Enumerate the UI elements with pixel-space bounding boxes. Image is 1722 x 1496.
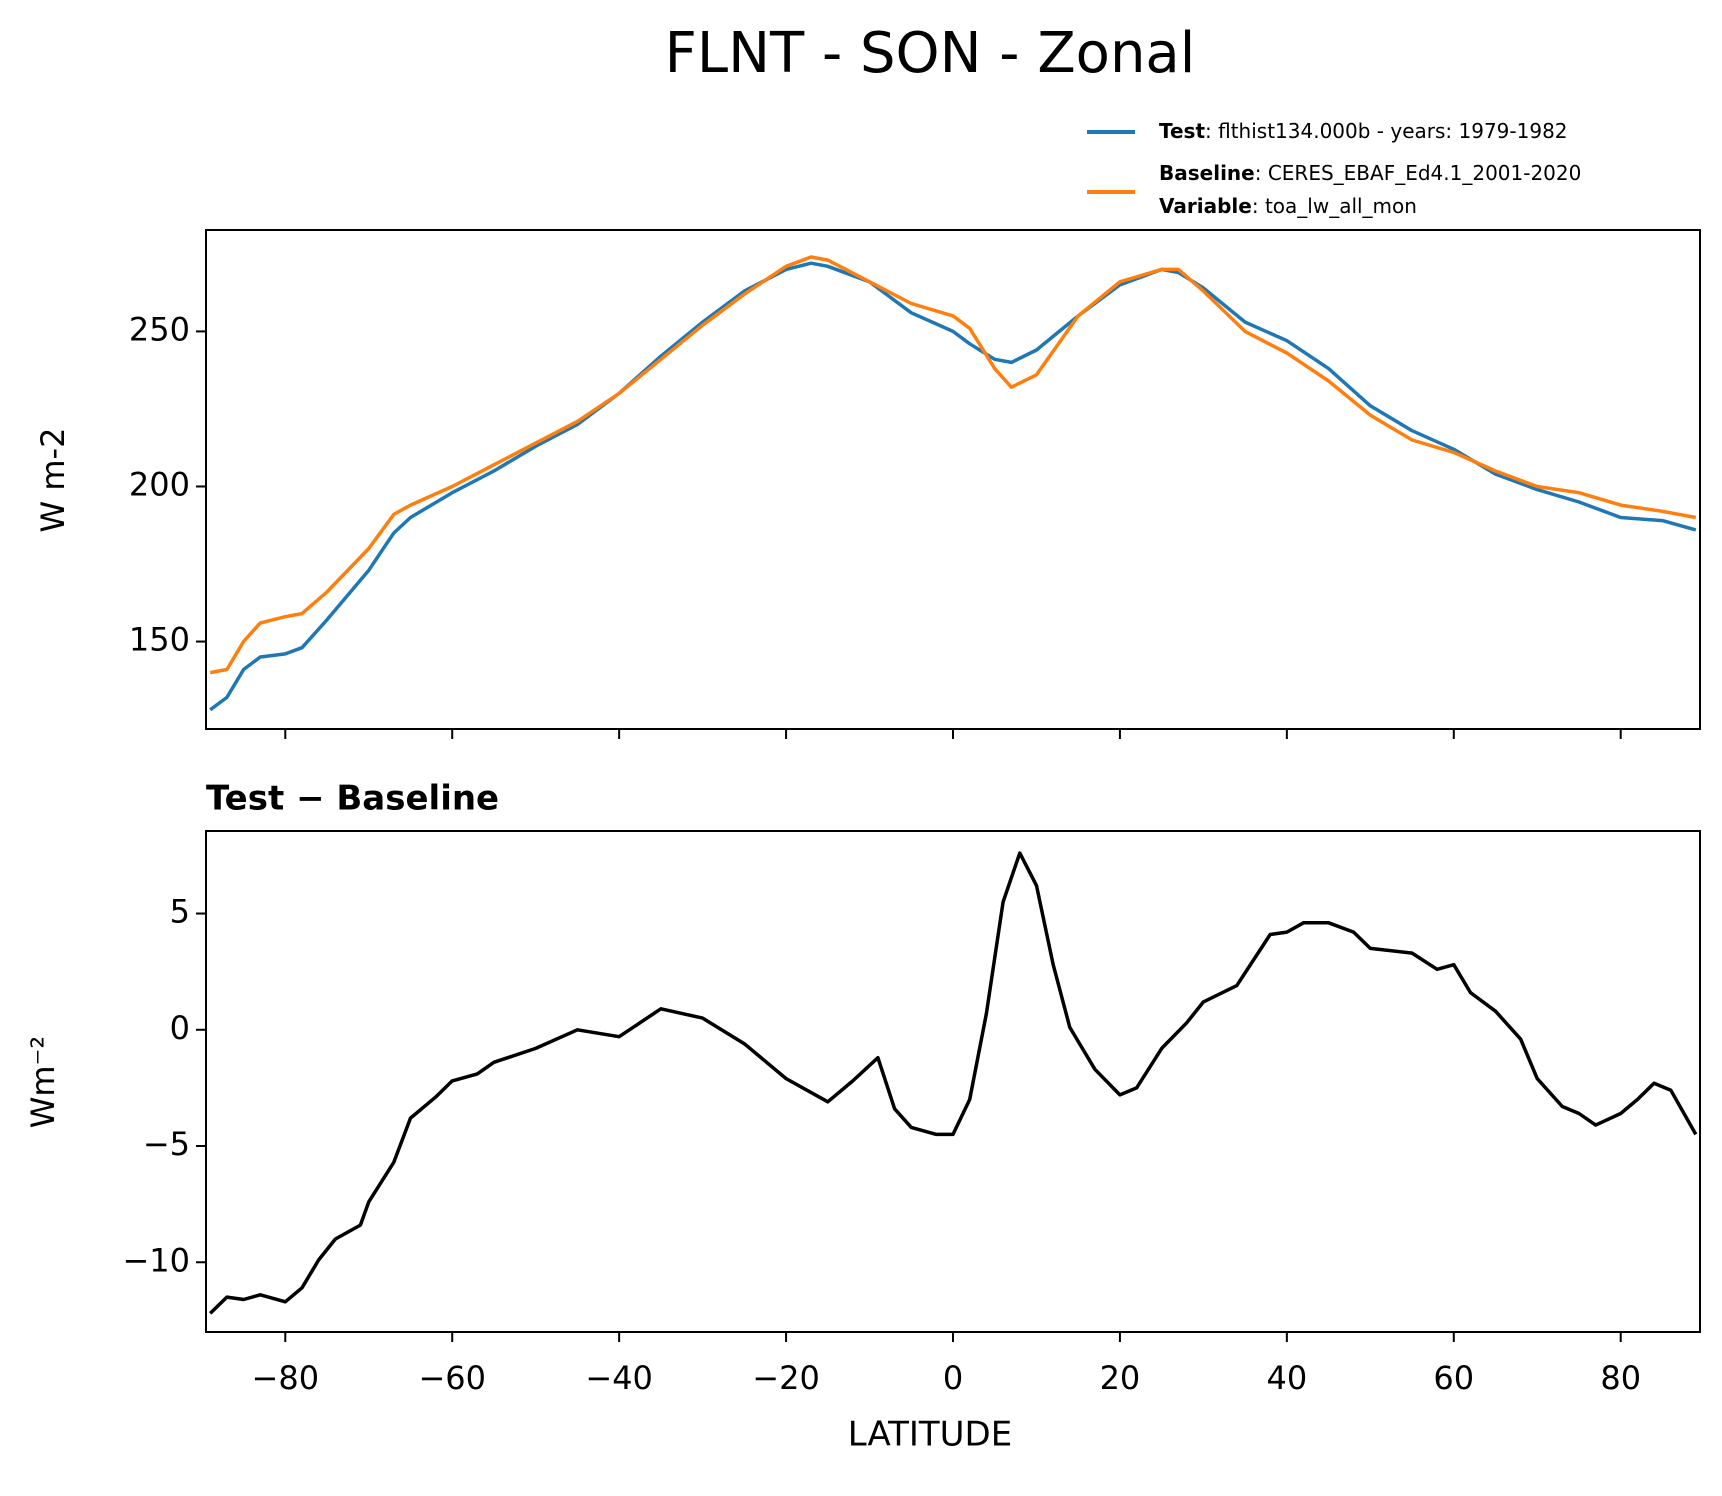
data-line xyxy=(209,255,1697,675)
legend-text: : CERES_EBAF_Ed4.1_2001-2020 xyxy=(1255,161,1582,185)
legend-text: : toa_lw_all_mon xyxy=(1252,194,1417,218)
y-axis-label: Wm⁻² xyxy=(24,1036,62,1129)
x-tick-label: 40 xyxy=(1266,1359,1307,1397)
y-tick-label: −10 xyxy=(122,1241,190,1279)
x-tick-label: −80 xyxy=(252,1359,320,1397)
x-tick-label: −60 xyxy=(418,1359,486,1397)
y-axis-label: W m-2 xyxy=(34,428,72,533)
legend-entry: Test: flthist134.000b - years: 1979-1982 xyxy=(1159,119,1568,143)
legend-text: : flthist134.000b - years: 1979-1982 xyxy=(1205,119,1568,143)
x-tick-label: −40 xyxy=(585,1359,653,1397)
y-tick-label: −5 xyxy=(143,1125,190,1163)
x-tick-label: 20 xyxy=(1100,1359,1141,1397)
figure-title: FLNT - SON - Zonal xyxy=(665,21,1196,86)
y-tick-label: 150 xyxy=(129,621,190,659)
x-tick-label: −20 xyxy=(752,1359,820,1397)
x-tick-label: 80 xyxy=(1600,1359,1641,1397)
y-tick-label: 0 xyxy=(170,1009,190,1047)
y-tick-label: 250 xyxy=(129,310,190,348)
x-tick-label: 60 xyxy=(1433,1359,1474,1397)
y-tick-label: 200 xyxy=(129,465,190,503)
legend-key: Variable xyxy=(1159,194,1252,218)
data-line xyxy=(208,851,1698,1315)
x-tick-label: 0 xyxy=(943,1359,963,1397)
y-tick-label: 5 xyxy=(170,893,190,931)
plot-frame xyxy=(205,229,1701,730)
x-axis-label: LATITUDE xyxy=(848,1415,1012,1455)
panel-title: Test − Baseline xyxy=(206,779,499,819)
legend-entry: Variable: toa_lw_all_mon xyxy=(1159,194,1417,218)
legend-key: Baseline xyxy=(1159,161,1255,185)
legend-entry: Baseline: CERES_EBAF_Ed4.1_2001-2020 xyxy=(1159,161,1581,185)
data-line xyxy=(209,261,1697,712)
plot-frame xyxy=(205,830,1701,1333)
legend-key: Test xyxy=(1159,119,1205,143)
